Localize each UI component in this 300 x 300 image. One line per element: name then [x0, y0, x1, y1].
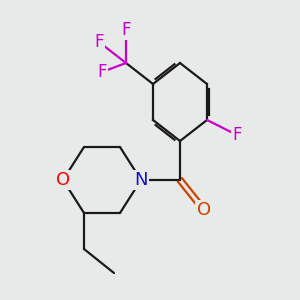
Text: F: F [97, 63, 107, 81]
Text: O: O [56, 171, 70, 189]
Text: F: F [94, 33, 104, 51]
Text: N: N [134, 171, 148, 189]
Text: F: F [121, 21, 131, 39]
Text: O: O [197, 201, 211, 219]
Text: F: F [232, 126, 242, 144]
